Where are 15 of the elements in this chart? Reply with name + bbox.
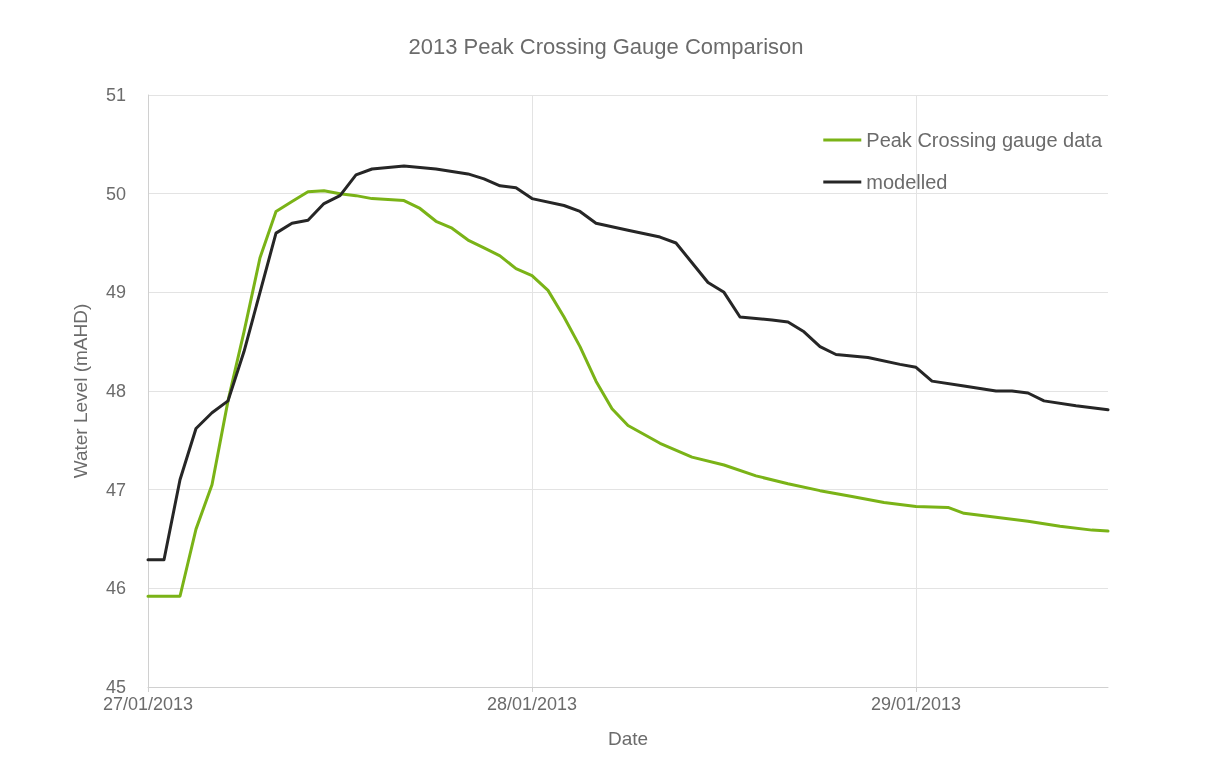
legend-label: Peak Crossing gauge data — [866, 129, 1103, 151]
chart-title: 2013 Peak Crossing Gauge Comparison — [408, 33, 804, 59]
y-axis-title: Water Level (mAHD) — [70, 303, 91, 479]
legend-label: modelled — [866, 171, 948, 193]
x-tick-label: 29/01/2013 — [870, 694, 962, 714]
y-tick-label: 50 — [105, 183, 126, 204]
y-tick-label: 51 — [105, 85, 126, 105]
x-tick-label: 27/01/2013 — [102, 694, 194, 714]
y-tick-label: 46 — [105, 578, 126, 599]
x-tick-label: 28/01/2013 — [486, 694, 578, 714]
x-axis-title: Date — [607, 728, 649, 749]
y-tick-label: 45 — [105, 677, 126, 697]
y-tick-label: 47 — [105, 479, 126, 500]
y-tick-label: 49 — [105, 282, 126, 303]
y-tick-label: 48 — [105, 381, 126, 401]
